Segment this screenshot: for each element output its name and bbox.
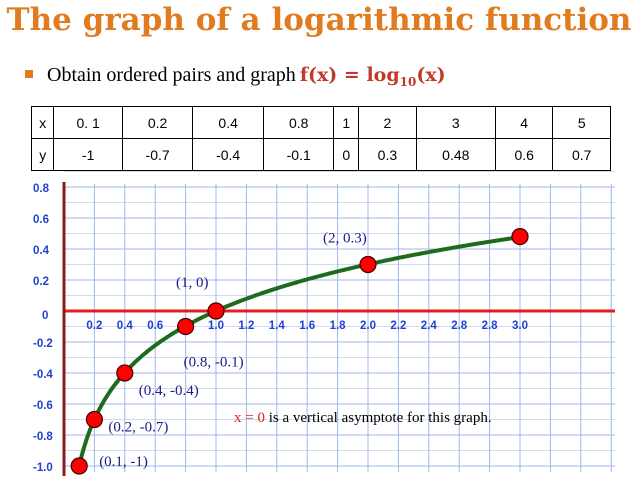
table-header-y: y: [30, 138, 55, 171]
data-label: (0.8, -0.1): [184, 355, 244, 371]
asymptote-var: x = 0: [234, 410, 265, 426]
ordered-pairs-table: x 0. 1 0.2 0.4 0.8 1 2 3 4 5 y -1 -0.7 -…: [30, 106, 611, 171]
x-tick-label: 1.6: [299, 320, 315, 332]
x-tick-label: 3.0: [512, 320, 528, 332]
data-point: [116, 364, 134, 382]
table-cell: -0.4: [192, 138, 264, 171]
y-tick-label: -0.2: [33, 338, 53, 350]
table-cell: 0: [333, 138, 360, 171]
table-cell: 5: [552, 106, 611, 139]
y-tick-label: 0.2: [33, 276, 49, 288]
data-point: [70, 457, 88, 475]
x-tick-label: 1.2: [238, 320, 254, 332]
data-label: (1, 0): [176, 275, 209, 291]
table-cell: 2: [358, 106, 417, 139]
page-title: The graph of a logarithmic function: [6, 2, 632, 38]
data-label: (0.4, -0.4): [139, 383, 199, 399]
y-tick-label: 0.6: [33, 214, 49, 226]
x-tick-label: 0.4: [117, 320, 134, 332]
table-cell: -1: [53, 138, 123, 171]
asymptote-text: is a vertical asymptote for this graph.: [264, 410, 492, 426]
table-cell: 0.3: [358, 138, 417, 171]
y-tick-label: -0.8: [33, 431, 53, 443]
data-point: [511, 228, 529, 246]
data-point: [207, 302, 225, 320]
function-arg: (x): [416, 64, 446, 86]
y-tick-label: 0.4: [33, 245, 50, 257]
x-tick-label: 1.8: [330, 320, 347, 332]
function-base: 10: [399, 74, 417, 89]
x-tick-label: 2.0: [360, 320, 376, 332]
function-label: f(x) = log10(x): [299, 64, 446, 89]
x-tick-label: 1.0: [208, 320, 224, 332]
y-tick-label: -1.0: [33, 462, 53, 474]
table-cell: -0.1: [262, 138, 335, 171]
table-row-y: y -1 -0.7 -0.4 -0.1 0 0.3 0.48 0.6 0.7: [30, 138, 611, 171]
data-label: (2, 0.3): [323, 231, 367, 247]
bullet-square-icon: [25, 70, 33, 79]
data-point: [359, 255, 377, 274]
instruction-text: Obtain ordered pairs and graph: [47, 64, 296, 86]
table-row-x: x 0. 1 0.2 0.4 0.8 1 2 3 4 5: [30, 106, 611, 139]
data-label: (0.2, -0.7): [108, 420, 168, 436]
table-cell: 0.7: [552, 138, 611, 171]
table-cell: 0. 1: [53, 106, 123, 139]
x-tick-label: 0.6: [147, 320, 163, 332]
x-tick-label: 2.2: [390, 320, 406, 332]
x-tick-label: 1.4: [269, 320, 286, 332]
y-tick-label: -0.4: [33, 369, 53, 381]
x-tick-label: 2.4: [421, 320, 438, 332]
data-point: [177, 317, 195, 336]
instruction-line: Obtain ordered pairs and graph f(x) = log…: [25, 64, 446, 89]
table-cell: 0.6: [494, 138, 554, 171]
table-cell: -0.7: [121, 138, 194, 171]
y-tick-label: 0: [42, 310, 48, 322]
asymptote-note: x = 0 is a vertical asymptote for this g…: [234, 410, 492, 427]
x-tick-label: 2.8: [482, 320, 499, 332]
data-point: [85, 410, 104, 429]
data-label: (0.1, -1): [99, 454, 148, 470]
y-tick-label: 0.8: [33, 183, 50, 195]
table-cell: 0.48: [415, 138, 496, 171]
x-tick-label: 0.2: [86, 320, 102, 332]
x-tick-label: 2.8: [451, 320, 468, 332]
y-tick-label: -0.6: [33, 400, 53, 412]
log-curve: [77, 235, 522, 468]
function-main: f(x) = log: [299, 64, 400, 86]
